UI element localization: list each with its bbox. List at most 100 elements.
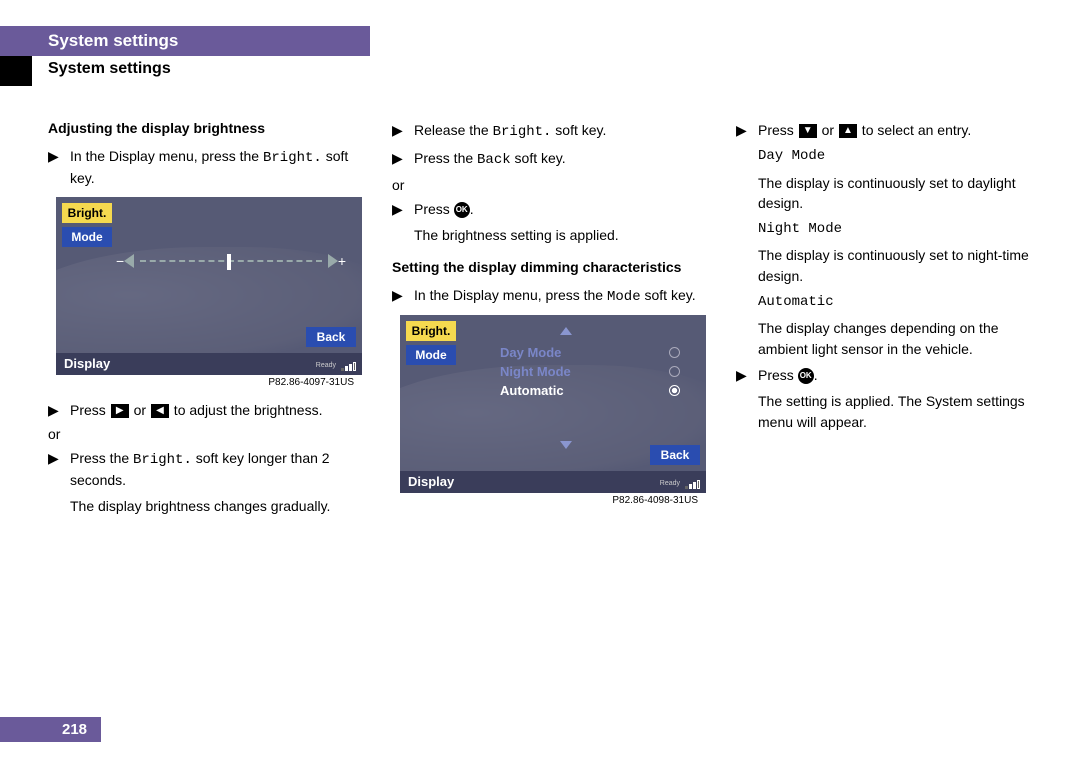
ok-button-icon: OK bbox=[798, 368, 814, 384]
mode-desc-day: The display is continuously set to dayli… bbox=[758, 173, 1048, 214]
step-arrow-icon: ▶ bbox=[48, 448, 70, 491]
step-text: Press OK. bbox=[758, 365, 1048, 385]
t: Press bbox=[758, 367, 798, 383]
chapter-tab: System settings bbox=[0, 26, 370, 56]
step-text: Press the Back soft key. bbox=[414, 148, 706, 170]
t: to adjust the brightness. bbox=[170, 402, 323, 418]
step-arrow-icon: ▶ bbox=[392, 120, 414, 142]
step-arrow-icon: ▶ bbox=[48, 146, 70, 189]
right-button-icon: ▶ bbox=[111, 404, 129, 418]
step-arrow-icon: ▶ bbox=[736, 120, 758, 140]
t: Press the bbox=[414, 150, 477, 166]
image-caption: P82.86-4097-31US bbox=[48, 377, 354, 388]
brightness-screenshot: Bright. Mode − + Back Display Ready bbox=[56, 197, 362, 375]
t: Press bbox=[758, 122, 798, 138]
t: Press bbox=[70, 402, 110, 418]
step: ▶ Press ▶ or ◀ to adjust the brightness. bbox=[48, 400, 362, 420]
heading-dimming: Setting the display dimming characterist… bbox=[392, 259, 706, 275]
ready-label: Ready bbox=[316, 355, 336, 377]
bright-softkey: Bright. bbox=[62, 203, 112, 223]
section-marker bbox=[0, 56, 32, 86]
back-softkey: Back bbox=[306, 327, 356, 347]
step-result: The display brightness changes gradually… bbox=[70, 496, 362, 516]
step: ▶ Press the Back soft key. bbox=[392, 148, 706, 170]
step-arrow-icon: ▶ bbox=[392, 285, 414, 307]
slider-right-cap-icon bbox=[328, 254, 338, 268]
step-text: In the Display menu, press the Mode soft… bbox=[414, 285, 706, 307]
step-text: In the Display menu, press the Bright. s… bbox=[70, 146, 362, 189]
step: ▶ Release the Bright. soft key. bbox=[392, 120, 706, 142]
step-text: Press ▶ or ◀ to adjust the brightness. bbox=[70, 400, 362, 420]
back-softkey: Back bbox=[650, 445, 700, 465]
column-1: Adjusting the display brightness ▶ In th… bbox=[48, 120, 362, 523]
t: or bbox=[130, 402, 150, 418]
or-separator: or bbox=[392, 177, 706, 193]
down-button-icon: ▼ bbox=[799, 124, 817, 138]
mode-list: Day Mode Night Mode Automatic bbox=[500, 345, 680, 402]
t: In the Display menu, press the bbox=[70, 148, 263, 164]
softkey-name: Bright. bbox=[493, 124, 552, 140]
step: ▶ Press OK. bbox=[392, 199, 706, 219]
t: to select an entry. bbox=[858, 122, 971, 138]
plus-label: + bbox=[338, 253, 346, 269]
mode-desc-night: The display is continuously set to night… bbox=[758, 245, 1048, 286]
step-arrow-icon: ▶ bbox=[48, 400, 70, 420]
scroll-up bbox=[560, 327, 572, 341]
mode-desc-auto: The display changes depending on the amb… bbox=[758, 318, 1048, 359]
content-columns: Adjusting the display brightness ▶ In th… bbox=[48, 120, 1048, 523]
or-separator: or bbox=[48, 426, 362, 442]
up-button-icon: ▲ bbox=[839, 124, 857, 138]
mode-name-auto: Automatic bbox=[758, 292, 1048, 312]
signal-icon bbox=[341, 362, 356, 371]
scroll-down bbox=[560, 435, 572, 455]
step-arrow-icon: ▶ bbox=[392, 148, 414, 170]
footer-label: Display bbox=[64, 356, 110, 371]
softkey-name: Bright. bbox=[263, 150, 322, 166]
step-text: Release the Bright. soft key. bbox=[414, 120, 706, 142]
mode-option-night: Night Mode bbox=[500, 364, 571, 379]
mode-softkey: Mode bbox=[406, 345, 456, 365]
softkey-name: Bright. bbox=[133, 452, 192, 468]
t: soft key. bbox=[551, 122, 606, 138]
softkey-name: Back bbox=[477, 152, 511, 168]
ready-label: Ready bbox=[660, 473, 680, 495]
t: Release the bbox=[414, 122, 493, 138]
radio-empty-icon bbox=[669, 347, 680, 358]
step: ▶ In the Display menu, press the Mode so… bbox=[392, 285, 706, 307]
heading-brightness: Adjusting the display brightness bbox=[48, 120, 362, 136]
mode-screenshot: Bright. Mode Day Mode Night Mode Automat… bbox=[400, 315, 706, 493]
slider-track bbox=[140, 260, 322, 262]
screen-footer: Display Ready bbox=[56, 353, 362, 375]
footer-label: Display bbox=[408, 474, 454, 489]
image-caption: P82.86-4098-31US bbox=[392, 495, 698, 506]
t: or bbox=[818, 122, 838, 138]
step-arrow-icon: ▶ bbox=[736, 365, 758, 385]
section-title: System settings bbox=[48, 60, 171, 78]
brightness-slider: − + bbox=[116, 251, 346, 271]
mode-option-day: Day Mode bbox=[500, 345, 561, 360]
minus-label: − bbox=[116, 253, 124, 269]
left-button-icon: ◀ bbox=[151, 404, 169, 418]
column-3: ▶ Press ▼ or ▲ to select an entry. Day M… bbox=[736, 120, 1048, 523]
t: Press the bbox=[70, 450, 133, 466]
column-2: ▶ Release the Bright. soft key. ▶ Press … bbox=[392, 120, 706, 523]
t: soft key. bbox=[641, 287, 696, 303]
mode-name-day: Day Mode bbox=[758, 146, 1048, 166]
bright-softkey: Bright. bbox=[406, 321, 456, 341]
radio-empty-icon bbox=[669, 366, 680, 377]
ok-button-icon: OK bbox=[454, 202, 470, 218]
step: ▶ Press the Bright. soft key longer than… bbox=[48, 448, 362, 491]
mode-softkey: Mode bbox=[62, 227, 112, 247]
signal-icon bbox=[685, 480, 700, 489]
step-arrow-icon: ▶ bbox=[392, 199, 414, 219]
slider-left-cap-icon bbox=[124, 254, 134, 268]
step-text: Press the Bright. soft key longer than 2… bbox=[70, 448, 362, 491]
t: . bbox=[470, 201, 474, 217]
t: Press bbox=[414, 201, 454, 217]
t: . bbox=[814, 367, 818, 383]
t: soft key. bbox=[511, 150, 566, 166]
step-result: The brightness setting is applied. bbox=[414, 225, 706, 245]
screen-footer: Display Ready bbox=[400, 471, 706, 493]
mode-option-auto: Automatic bbox=[500, 383, 564, 398]
slider-thumb bbox=[227, 254, 231, 270]
